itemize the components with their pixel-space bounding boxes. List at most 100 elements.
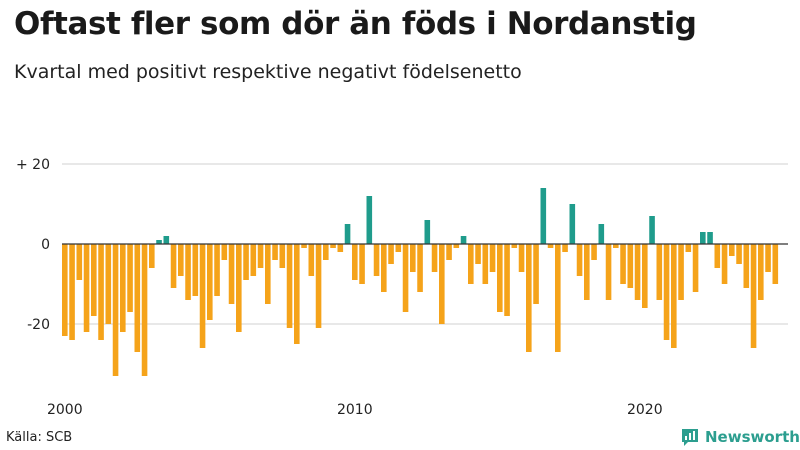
x-tick-label: 2010 bbox=[337, 402, 373, 418]
bar bbox=[627, 244, 634, 288]
bar bbox=[468, 244, 474, 284]
bar bbox=[395, 244, 402, 252]
bar bbox=[518, 244, 525, 272]
bar bbox=[76, 244, 83, 280]
bar bbox=[236, 244, 242, 332]
bar bbox=[373, 244, 380, 276]
bar bbox=[417, 244, 423, 292]
bar bbox=[772, 244, 779, 284]
bar bbox=[511, 244, 518, 248]
bar bbox=[439, 244, 445, 324]
bar bbox=[591, 244, 597, 260]
y-tick-label: -20 bbox=[27, 317, 50, 333]
bar bbox=[540, 188, 547, 244]
bar bbox=[105, 244, 112, 324]
bar bbox=[257, 244, 264, 268]
bar bbox=[402, 244, 409, 312]
chart-subtitle: Kvartal med positivt respektive negativt… bbox=[14, 61, 522, 83]
bar bbox=[228, 244, 235, 304]
bar bbox=[149, 244, 155, 268]
bar bbox=[649, 216, 655, 244]
bar bbox=[692, 244, 699, 292]
bar bbox=[562, 244, 568, 252]
bar bbox=[250, 244, 257, 276]
bar bbox=[613, 244, 619, 248]
bar bbox=[199, 244, 206, 348]
bar bbox=[620, 244, 626, 284]
bar bbox=[533, 244, 539, 304]
bar bbox=[475, 244, 481, 264]
bar bbox=[265, 244, 271, 304]
bar bbox=[156, 240, 162, 244]
bar bbox=[678, 244, 684, 300]
bar bbox=[170, 244, 177, 288]
bar bbox=[700, 232, 706, 244]
bar bbox=[330, 244, 336, 248]
bar bbox=[605, 244, 612, 300]
bar bbox=[453, 244, 460, 248]
bar bbox=[584, 244, 590, 300]
brand-name: Newsworthy bbox=[705, 428, 800, 446]
bar bbox=[163, 236, 170, 244]
bar bbox=[207, 244, 213, 320]
bar bbox=[323, 244, 329, 260]
bar bbox=[431, 244, 438, 272]
bar bbox=[134, 244, 141, 352]
bar bbox=[656, 244, 663, 300]
bar bbox=[526, 244, 532, 352]
bar bbox=[707, 232, 713, 244]
bar bbox=[460, 236, 467, 244]
bar bbox=[482, 244, 489, 284]
bar bbox=[98, 244, 104, 340]
bar bbox=[279, 244, 286, 268]
bar bbox=[758, 244, 764, 300]
chart-title: Oftast fler som dör än föds i Nordanstig bbox=[14, 6, 697, 42]
bar bbox=[576, 244, 583, 276]
bar bbox=[352, 244, 358, 280]
bar bbox=[671, 244, 677, 348]
bar bbox=[286, 244, 293, 328]
bar bbox=[765, 244, 771, 272]
bar bbox=[214, 244, 220, 296]
bar bbox=[294, 244, 300, 344]
bar bbox=[446, 244, 452, 260]
bar bbox=[112, 244, 119, 376]
bar bbox=[424, 220, 431, 244]
bar-chart-speech-bubble-icon bbox=[682, 429, 698, 446]
x-tick-label: 2000 bbox=[47, 402, 83, 418]
y-tick-label: 0 bbox=[41, 237, 50, 253]
bar bbox=[736, 244, 742, 264]
bar bbox=[344, 224, 351, 244]
bar bbox=[598, 224, 605, 244]
bar bbox=[83, 244, 90, 332]
bar bbox=[504, 244, 510, 316]
bar bbox=[381, 244, 387, 292]
bar bbox=[141, 244, 148, 376]
bar bbox=[750, 244, 757, 348]
bar bbox=[127, 244, 133, 312]
bar bbox=[721, 244, 728, 284]
bar bbox=[569, 204, 576, 244]
bar bbox=[178, 244, 184, 276]
bar bbox=[120, 244, 126, 332]
bar bbox=[337, 244, 344, 252]
bar bbox=[743, 244, 750, 288]
bar bbox=[410, 244, 416, 272]
bar bbox=[301, 244, 307, 248]
brand-logo: Newsworthy bbox=[680, 427, 800, 447]
bar bbox=[497, 244, 503, 312]
bar bbox=[185, 244, 191, 300]
bar bbox=[642, 244, 648, 308]
bar bbox=[685, 244, 692, 252]
bar bbox=[315, 244, 322, 328]
x-tick-label: 2020 bbox=[627, 402, 663, 418]
bar bbox=[221, 244, 228, 260]
bar bbox=[634, 244, 641, 300]
y-tick-label: + 20 bbox=[16, 157, 50, 173]
bar bbox=[69, 244, 75, 340]
bar bbox=[714, 244, 721, 268]
bar bbox=[729, 244, 735, 256]
bar bbox=[359, 244, 365, 284]
bar bbox=[308, 244, 315, 276]
